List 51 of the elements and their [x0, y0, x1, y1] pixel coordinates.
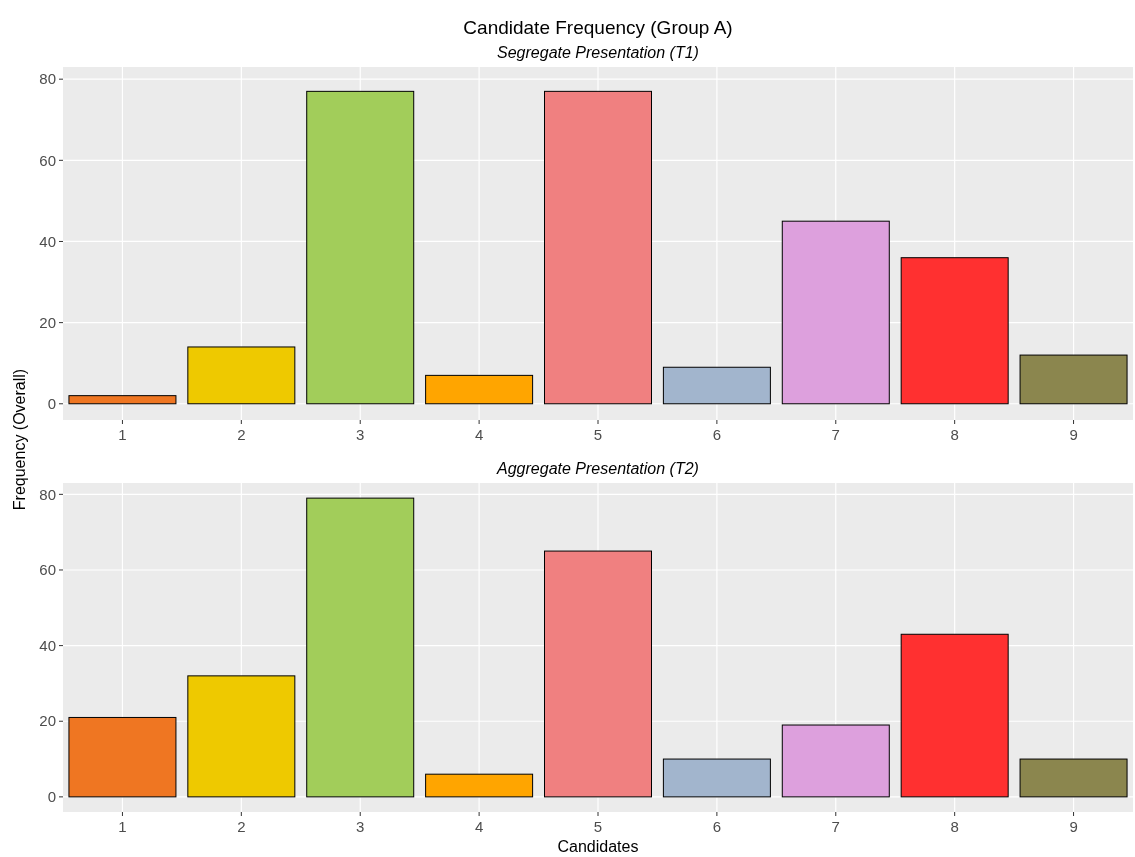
y-tick-label: 20 [39, 712, 56, 730]
x-tick-label: 6 [712, 426, 722, 443]
bar [425, 773, 534, 798]
bar [662, 366, 771, 405]
x-tick-label: 5 [593, 426, 603, 443]
bar [900, 633, 1009, 798]
bar [1019, 354, 1128, 405]
x-tick-label: 1 [118, 818, 127, 835]
bar [68, 716, 177, 798]
bar [544, 550, 652, 798]
x-tick-label: 4 [474, 426, 484, 443]
x-tick-label: 2 [237, 426, 246, 443]
y-tick-label: 40 [39, 232, 56, 250]
x-axis-title: Candidates [557, 838, 639, 855]
x-tick-label: 7 [831, 818, 840, 835]
x-tick-label: 3 [356, 818, 365, 835]
y-tick-label: 40 [39, 636, 56, 654]
bar [306, 90, 415, 405]
chart-subtitle: Segregate Presentation (T1) [497, 44, 699, 61]
x-tick-label: 8 [950, 426, 959, 443]
chart-subtitle: Aggregate Presentation (T2) [496, 460, 699, 477]
x-tick-label: 8 [950, 818, 959, 835]
y-tick-label: 80 [39, 70, 56, 88]
y-tick-label: 80 [39, 485, 56, 503]
bar [781, 220, 890, 405]
x-tick-label: 9 [1069, 818, 1078, 835]
bar [187, 346, 296, 405]
bar [544, 90, 652, 405]
x-tick-label: 7 [831, 426, 840, 443]
bar [306, 497, 415, 798]
bar [425, 374, 534, 405]
y-tick-label: 0 [47, 395, 56, 413]
x-tick-label: 3 [356, 426, 365, 443]
y-tick-label: 0 [47, 788, 56, 806]
x-tick-label: 6 [712, 818, 722, 835]
bar [187, 675, 296, 798]
bar [781, 724, 890, 798]
bar [662, 758, 771, 798]
bar [1019, 758, 1128, 798]
x-tick-label: 5 [593, 818, 603, 835]
x-tick-label: 4 [474, 818, 484, 835]
bar [900, 257, 1009, 405]
chart-title: Candidate Frequency (Group A) [463, 17, 733, 38]
y-tick-label: 20 [39, 313, 56, 331]
x-tick-label: 2 [237, 818, 246, 835]
y-tick-label: 60 [39, 561, 56, 579]
x-tick-label: 1 [118, 426, 127, 443]
x-tick-label: 9 [1069, 426, 1078, 443]
y-axis-title: Frequency (Overall) [11, 368, 28, 511]
bar [68, 395, 177, 405]
y-tick-label: 60 [39, 151, 56, 169]
